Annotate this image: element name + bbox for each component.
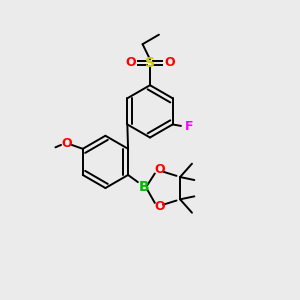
Text: O: O: [61, 137, 72, 150]
Text: O: O: [154, 164, 165, 176]
Text: S: S: [145, 56, 155, 70]
Text: O: O: [164, 56, 175, 69]
Text: F: F: [184, 120, 193, 133]
Text: O: O: [125, 56, 136, 69]
Text: B: B: [139, 180, 150, 194]
Text: O: O: [154, 200, 165, 213]
